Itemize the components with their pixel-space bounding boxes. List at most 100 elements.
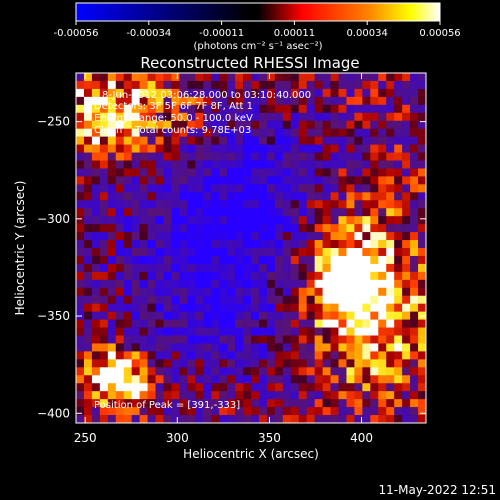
heatmap-cell bbox=[243, 327, 252, 336]
heatmap-cell bbox=[227, 128, 236, 137]
heatmap-cell bbox=[99, 104, 109, 114]
heatmap-cell bbox=[139, 240, 148, 249]
heatmap-cell bbox=[139, 80, 148, 90]
heatmap-cell bbox=[235, 255, 244, 265]
heatmap-cell bbox=[386, 200, 395, 209]
heatmap-cell bbox=[266, 240, 276, 249]
heatmap-cell bbox=[243, 104, 252, 114]
heatmap-cell bbox=[219, 319, 228, 328]
heatmap-cell bbox=[258, 311, 268, 320]
heatmap-cell bbox=[362, 232, 371, 241]
heatmap-cell bbox=[147, 351, 156, 360]
x-tick-label: 400 bbox=[350, 431, 373, 445]
heatmap-cell bbox=[211, 96, 220, 106]
heatmap-cell bbox=[370, 152, 379, 161]
heatmap-cell bbox=[274, 128, 284, 137]
heatmap-cell bbox=[346, 335, 355, 344]
heatmap-cell bbox=[155, 128, 164, 137]
heatmap-cell bbox=[322, 216, 331, 225]
heatmap-cell bbox=[99, 112, 109, 122]
heatmap-cell bbox=[107, 152, 117, 161]
heatmap-cell bbox=[147, 200, 156, 209]
heatmap-cell bbox=[274, 335, 284, 344]
heatmap-cell bbox=[378, 343, 387, 352]
heatmap-cell bbox=[83, 112, 93, 122]
heatmap-cell bbox=[115, 224, 125, 233]
heatmap-cell bbox=[163, 319, 172, 328]
heatmap-cell bbox=[274, 160, 284, 169]
heatmap-cell bbox=[76, 407, 85, 416]
heatmap-cell bbox=[346, 375, 355, 384]
heatmap-cell bbox=[410, 136, 419, 145]
heatmap-cell bbox=[91, 184, 101, 193]
heatmap-cell bbox=[163, 96, 172, 106]
heatmap-cell bbox=[243, 192, 252, 201]
heatmap-cell bbox=[251, 120, 260, 129]
heatmap-cell bbox=[314, 263, 323, 273]
heatmap-cell bbox=[83, 208, 93, 217]
y-axis-label: Heliocentric Y (arcsec) bbox=[13, 181, 27, 316]
heatmap-cell bbox=[418, 88, 426, 98]
heatmap-cell bbox=[290, 208, 300, 217]
heatmap-cell bbox=[115, 96, 125, 106]
heatmap-cell bbox=[99, 343, 109, 352]
heatmap-cell bbox=[155, 240, 164, 249]
heatmap-cell bbox=[123, 327, 132, 336]
heatmap-cell bbox=[83, 73, 93, 82]
heatmap-cell bbox=[418, 73, 426, 82]
heatmap-cell bbox=[171, 112, 180, 122]
heatmap-cell bbox=[322, 263, 331, 273]
heatmap-cell bbox=[274, 200, 284, 209]
heatmap-cell bbox=[115, 216, 125, 225]
heatmap-cell bbox=[211, 208, 220, 217]
heatmap-cell bbox=[330, 120, 339, 129]
heatmap-cell bbox=[131, 295, 140, 304]
heatmap-cell bbox=[83, 160, 93, 169]
heatmap-cell bbox=[258, 263, 268, 273]
heatmap-cell bbox=[115, 248, 125, 257]
heatmap-cell bbox=[282, 303, 292, 312]
heatmap-cell bbox=[83, 383, 93, 392]
heatmap-cell bbox=[131, 128, 140, 137]
heatmap-cell bbox=[227, 224, 236, 233]
heatmap-cell bbox=[346, 152, 355, 161]
heatmap-cell bbox=[76, 176, 85, 185]
heatmap-cell bbox=[306, 96, 315, 106]
heatmap-cell bbox=[99, 152, 109, 161]
heatmap-cell bbox=[107, 335, 117, 344]
heatmap-cell bbox=[410, 311, 419, 320]
heatmap-cell bbox=[298, 73, 307, 82]
heatmap-cell bbox=[354, 232, 363, 241]
heatmap-cell bbox=[227, 104, 236, 114]
heatmap-cell bbox=[386, 359, 395, 368]
heatmap-cell bbox=[76, 303, 85, 312]
heatmap-cell bbox=[131, 160, 140, 169]
heatmap-cell bbox=[147, 208, 156, 217]
heatmap-cell bbox=[131, 192, 140, 201]
heatmap-cell bbox=[235, 295, 244, 304]
heatmap-cell bbox=[330, 104, 339, 114]
heatmap-cell bbox=[362, 399, 371, 408]
heatmap-cell bbox=[211, 327, 220, 336]
heatmap-cell bbox=[203, 96, 212, 106]
heatmap-cell bbox=[322, 319, 331, 328]
heatmap-cell bbox=[163, 263, 172, 273]
heatmap-cell bbox=[163, 176, 172, 185]
heatmap-cell bbox=[163, 279, 172, 289]
heatmap-cell bbox=[251, 391, 260, 400]
heatmap-cell bbox=[115, 391, 125, 400]
heatmap-cell bbox=[99, 295, 109, 304]
heatmap-cell bbox=[266, 120, 276, 129]
heatmap-cell bbox=[243, 367, 252, 376]
heatmap-cell bbox=[83, 216, 93, 225]
heatmap-cell bbox=[418, 415, 426, 423]
heatmap-cell bbox=[418, 232, 426, 241]
heatmap-cell bbox=[115, 303, 125, 312]
heatmap-cell bbox=[362, 263, 371, 273]
heatmap-cell bbox=[274, 303, 284, 312]
heatmap-cell bbox=[195, 279, 204, 289]
heatmap-cell bbox=[362, 311, 371, 320]
heatmap-cell bbox=[131, 399, 140, 408]
heatmap-cell bbox=[282, 343, 292, 352]
heatmap-cell bbox=[243, 112, 252, 122]
